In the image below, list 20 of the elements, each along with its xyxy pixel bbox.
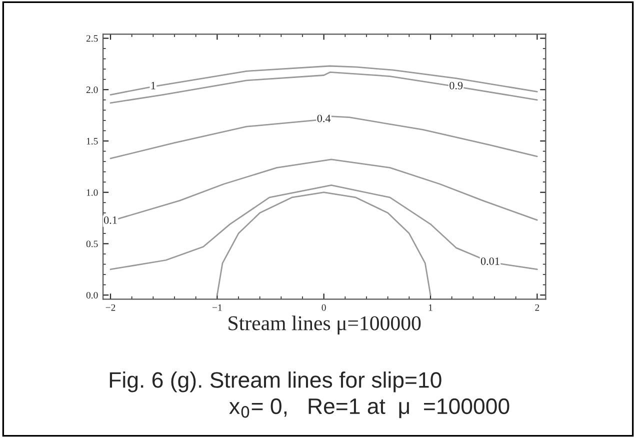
y-tick-label: 0.5 bbox=[86, 240, 98, 248]
text: x$_{0}$= 0, Re=1 at μ =100000 bbox=[229, 398, 510, 418]
line-series bbox=[216, 192, 432, 296]
series-label: 0.9 bbox=[450, 82, 463, 90]
x-tick-label: 2 bbox=[535, 304, 540, 311]
y-tick-label: 0.0 bbox=[86, 292, 98, 299]
series-label: 0.1 bbox=[104, 216, 117, 224]
x-axis-title: Stream lines μ=100000 bbox=[228, 316, 421, 335]
y-tick-label: 1.0 bbox=[86, 189, 98, 196]
x-tick-label: 0 bbox=[322, 304, 326, 311]
x-tick-label: −2 bbox=[106, 304, 116, 311]
line-series bbox=[110, 65, 538, 96]
y-tick-label: 1.5 bbox=[86, 138, 98, 144]
x-tick-label: 1 bbox=[428, 304, 432, 311]
line-series bbox=[110, 71, 538, 104]
series-label: 0.4 bbox=[317, 114, 331, 122]
caption: Fig. 6 (g). Stream lines for slip=10 bbox=[110, 372, 442, 392]
y-tick-label: 2.5 bbox=[86, 35, 98, 42]
y-tick-label: 2.0 bbox=[86, 86, 98, 94]
x-tick-label: −1 bbox=[212, 304, 222, 311]
